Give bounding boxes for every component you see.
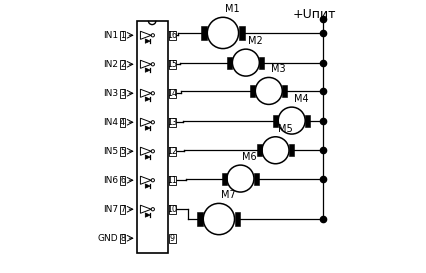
Bar [120, 118, 125, 127]
Bar [136, 21, 167, 253]
Text: 3: 3 [120, 89, 125, 98]
Polygon shape [145, 126, 150, 130]
Bar [120, 31, 125, 40]
Text: M7: M7 [221, 190, 236, 200]
Bar [120, 147, 125, 156]
Text: 4: 4 [120, 118, 125, 127]
Text: M5: M5 [277, 124, 292, 133]
Bar [168, 205, 176, 213]
Text: +Uпит: +Uпит [292, 8, 336, 20]
Text: M1: M1 [225, 4, 239, 14]
Polygon shape [145, 184, 150, 188]
Text: M3: M3 [270, 64, 285, 74]
Text: IN4: IN4 [103, 118, 118, 127]
Text: 10: 10 [167, 205, 177, 214]
Bar [120, 89, 125, 98]
Bar [227, 57, 232, 69]
Bar [168, 234, 176, 242]
Circle shape [232, 49, 259, 76]
Bar [238, 26, 244, 40]
Bar [288, 144, 294, 156]
Polygon shape [145, 68, 150, 72]
Text: 16: 16 [167, 31, 177, 40]
Circle shape [207, 17, 238, 49]
Bar [282, 85, 287, 97]
Bar [197, 212, 203, 226]
Text: 11: 11 [167, 176, 177, 185]
Text: 13: 13 [167, 118, 177, 127]
Text: 1: 1 [120, 31, 125, 40]
Bar [259, 57, 264, 69]
Bar [273, 114, 278, 127]
Circle shape [255, 78, 282, 104]
Text: IN7: IN7 [103, 205, 118, 214]
Bar [168, 118, 176, 127]
Text: 15: 15 [167, 60, 177, 69]
Bar [120, 176, 125, 185]
Polygon shape [145, 213, 150, 217]
Text: IN6: IN6 [103, 176, 118, 185]
Bar [168, 176, 176, 185]
Polygon shape [145, 155, 150, 159]
Bar [168, 89, 176, 98]
Text: 6: 6 [120, 176, 125, 185]
Polygon shape [145, 39, 150, 43]
Circle shape [278, 107, 305, 134]
Text: 8: 8 [120, 234, 125, 243]
Text: IN2: IN2 [103, 60, 118, 69]
Text: GND: GND [98, 234, 118, 243]
Bar [168, 31, 176, 40]
Bar [305, 114, 310, 127]
Circle shape [203, 203, 234, 235]
Bar [256, 144, 262, 156]
Text: IN1: IN1 [103, 31, 118, 40]
Bar [120, 60, 125, 69]
Bar [253, 173, 259, 185]
Text: 2: 2 [120, 60, 125, 69]
Bar [168, 147, 176, 156]
Bar [120, 205, 125, 213]
Text: 12: 12 [167, 147, 177, 156]
Bar [201, 26, 207, 40]
Circle shape [227, 165, 253, 192]
Text: 9: 9 [169, 234, 174, 243]
Text: M2: M2 [248, 36, 262, 46]
Text: IN3: IN3 [103, 89, 118, 98]
Polygon shape [145, 97, 150, 101]
Bar [222, 173, 227, 185]
Text: 5: 5 [120, 147, 125, 156]
Bar [250, 85, 255, 97]
Bar [168, 60, 176, 69]
Text: 7: 7 [120, 205, 125, 214]
Text: 14: 14 [167, 89, 177, 98]
Text: M6: M6 [242, 152, 256, 162]
Circle shape [262, 137, 288, 164]
Text: M4: M4 [293, 94, 308, 104]
Bar [234, 212, 240, 226]
Bar [120, 234, 125, 242]
Text: IN5: IN5 [103, 147, 118, 156]
